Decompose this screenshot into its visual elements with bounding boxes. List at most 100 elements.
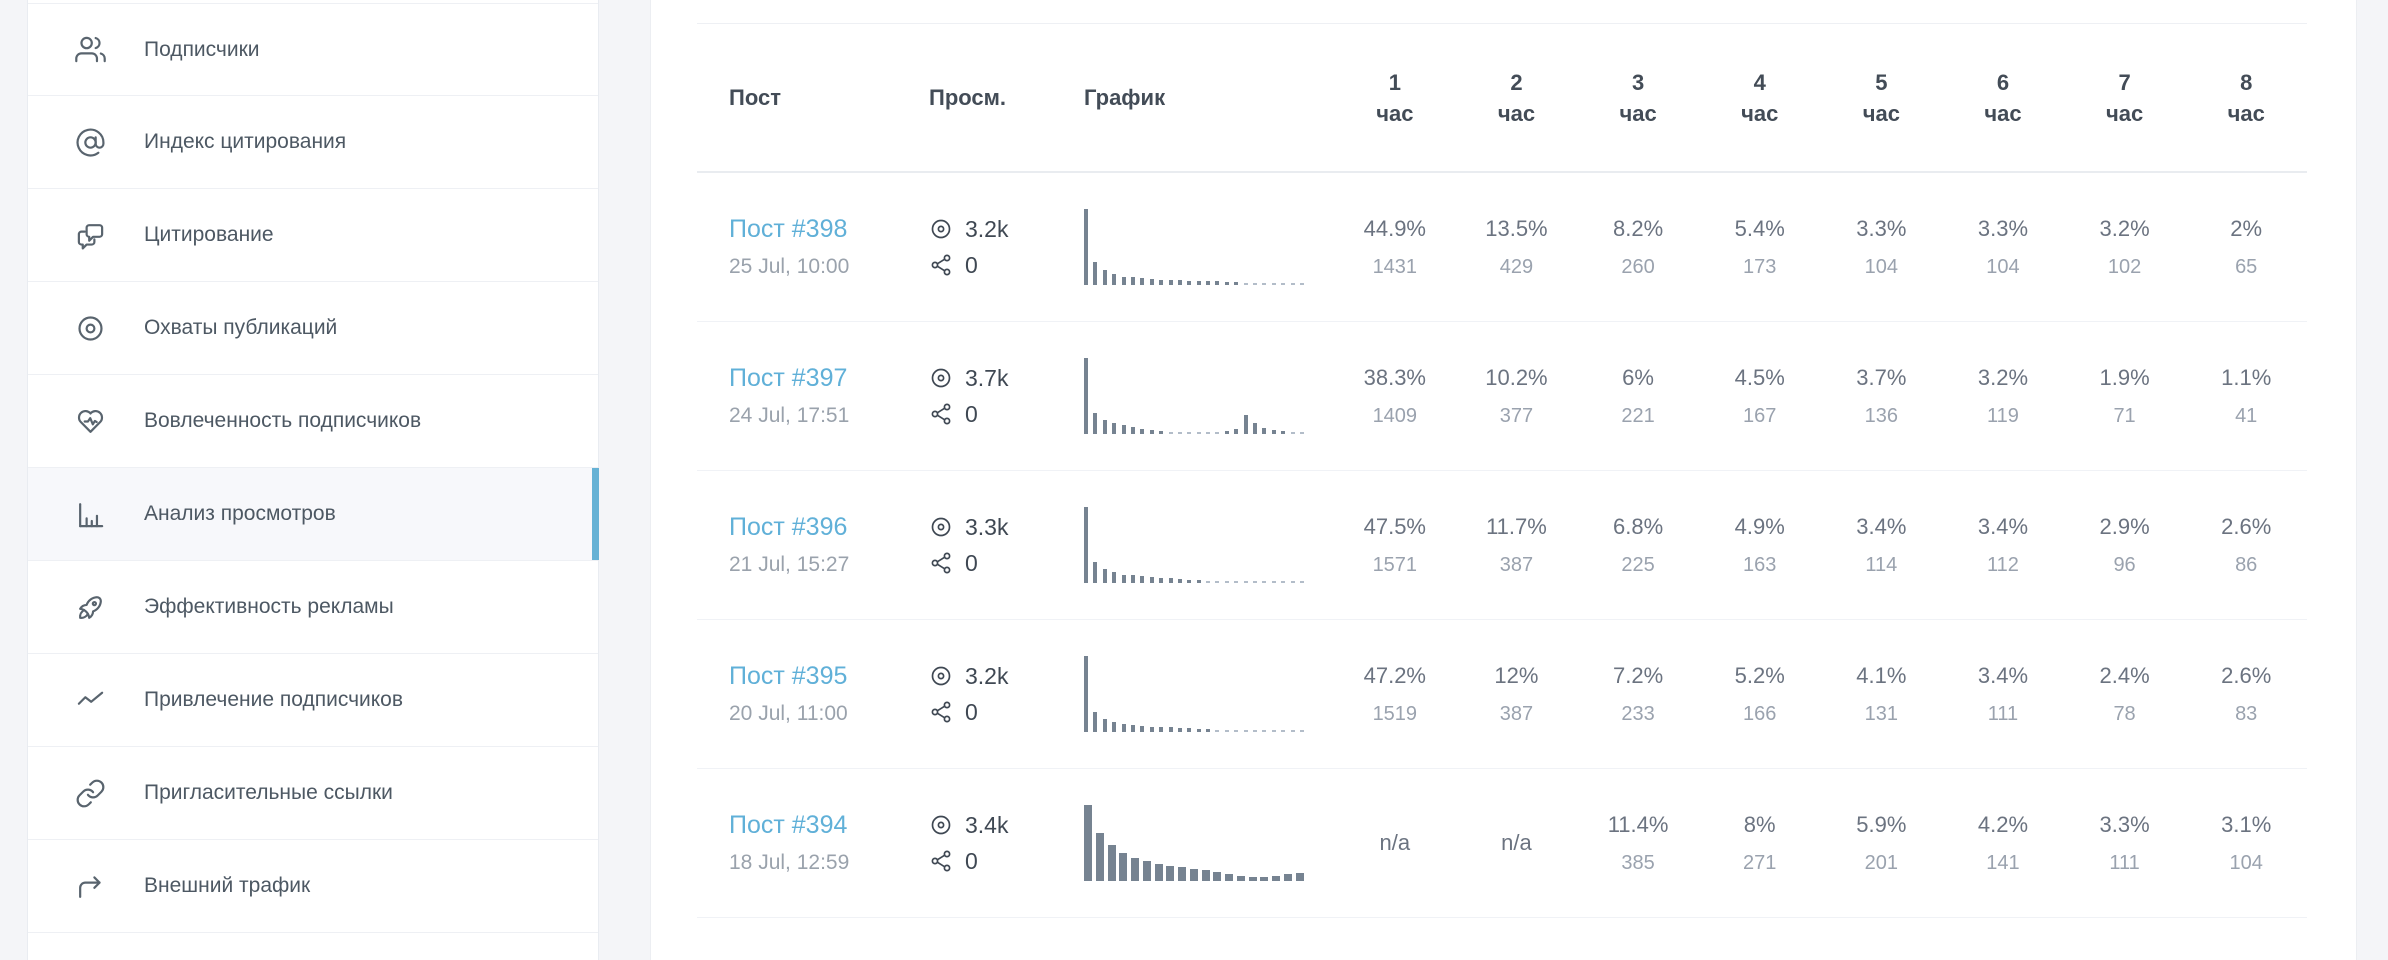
hour-percent: 2.6% xyxy=(2221,662,2272,688)
views-line: 3.2k xyxy=(929,216,1072,243)
hour-count: 387 xyxy=(1499,702,1534,725)
sidebar-item-invite-links[interactable]: Пригласительные ссылки xyxy=(28,747,598,840)
sidebar-item-subscriber-acquisition[interactable]: Привлечение подписчиков xyxy=(28,654,598,747)
share-icon xyxy=(929,253,953,277)
post-date: 24 Jul, 17:51 xyxy=(729,404,850,427)
sidebar-item-label: Привлечение подписчиков xyxy=(144,688,404,711)
post-cell: Пост #397 24 Jul, 17:51 xyxy=(697,364,917,428)
sidebar-item-citations[interactable]: Цитирование xyxy=(28,189,598,282)
hour-count: 119 xyxy=(1986,404,2019,427)
hour-count: 1571 xyxy=(1372,553,1418,576)
sidebar-item-post-reach[interactable]: Охваты публикаций xyxy=(28,282,598,375)
post-link[interactable]: Пост #396 xyxy=(729,513,848,541)
post-link[interactable]: Пост #398 xyxy=(729,215,848,243)
shares-line: 0 xyxy=(929,550,1072,577)
hour-percent: n/a xyxy=(1379,830,1411,855)
hour-percent: 4.1% xyxy=(1856,662,1907,688)
hour-percent: 2.4% xyxy=(2099,662,2150,688)
chart-cell xyxy=(1072,769,1334,917)
hour-percent: 6.8% xyxy=(1612,513,1664,539)
hour-number: 2 xyxy=(1510,69,1523,95)
hour-count: 167 xyxy=(1743,404,1777,427)
post-link[interactable]: Пост #394 xyxy=(729,811,848,839)
table-row: Пост #394 18 Jul, 12:59 3.4k xyxy=(697,769,2307,918)
sidebar-item-label: Подписчики xyxy=(144,37,260,61)
hour-percent: 8.2% xyxy=(1612,215,1664,241)
eye-icon xyxy=(929,366,953,390)
hour-stat-cell: 4.2% 141 xyxy=(1942,812,2064,875)
views-value: 3.2k xyxy=(965,215,1009,242)
post-cell: Пост #396 21 Jul, 15:27 xyxy=(697,513,917,577)
shares-value: 0 xyxy=(965,400,978,427)
sidebar-item-ad-effectiveness[interactable]: Эффективность рекламы xyxy=(28,561,598,654)
hour-count: 163 xyxy=(1743,553,1777,576)
chart-cell xyxy=(1072,620,1334,768)
mini-bar-chart xyxy=(1084,358,1304,434)
post-link[interactable]: Пост #397 xyxy=(729,364,848,392)
column-header-hour: 5 час xyxy=(1821,67,1943,129)
hour-count: 131 xyxy=(1864,702,1898,725)
mini-bar-chart xyxy=(1084,656,1304,732)
hour-percent: 5.2% xyxy=(1734,662,1785,688)
sidebar-item-label: Индекс цитирования xyxy=(144,130,347,153)
hour-count: 385 xyxy=(1621,851,1655,874)
hour-stat-cell: 11.4% 385 xyxy=(1577,812,1699,875)
hour-percent: 3.3% xyxy=(1856,215,1907,241)
shares-line: 0 xyxy=(929,401,1072,428)
target-icon xyxy=(75,313,106,344)
post-date: 21 Jul, 15:27 xyxy=(729,553,850,576)
table-header: Пост Просм. График 1 час 2 час 3 час xyxy=(697,24,2307,173)
hour-unit: час xyxy=(1619,100,1657,126)
hour-stat-cell: 47.5% 1571 xyxy=(1334,514,1456,577)
views-cell: 3.2k 0 xyxy=(917,216,1072,279)
column-header-post: Пост xyxy=(729,84,781,110)
share-icon xyxy=(929,551,953,575)
hour-count: 112 xyxy=(1986,553,2019,576)
views-cell: 3.2k 0 xyxy=(917,663,1072,726)
rocket-icon xyxy=(75,592,106,623)
hour-count: 71 xyxy=(2113,404,2136,427)
table-row: Пост #396 21 Jul, 15:27 3.3k xyxy=(697,471,2307,620)
hour-percent: 1.9% xyxy=(2099,364,2150,390)
sidebar-item-external-traffic[interactable]: Внешний трафик xyxy=(28,840,598,933)
sidebar-item-views-analysis[interactable]: Анализ просмотров xyxy=(28,468,599,561)
hour-count: 83 xyxy=(2235,702,2258,725)
views-value: 3.4k xyxy=(965,811,1009,838)
sidebar-item-label: Эффективность рекламы xyxy=(144,595,394,618)
mini-bar-chart xyxy=(1084,209,1304,285)
post-cell: Пост #398 25 Jul, 10:00 xyxy=(697,215,917,279)
post-link[interactable]: Пост #395 xyxy=(729,662,848,690)
hour-percent: 5.9% xyxy=(1856,811,1907,837)
arrow-out-icon xyxy=(75,871,106,902)
column-header-chart: График xyxy=(1084,84,1166,110)
post-date: 25 Jul, 10:00 xyxy=(729,255,850,278)
views-line: 3.3k xyxy=(929,514,1072,541)
hour-percent: 4.9% xyxy=(1734,513,1785,539)
sidebar-item-engagement[interactable]: Вовлеченность подписчиков xyxy=(28,375,598,468)
hour-stat-cell: 3.3% 104 xyxy=(1821,216,1943,279)
views-line: 3.4k xyxy=(929,812,1072,839)
hour-number: 1 xyxy=(1388,69,1401,95)
hour-percent: 7.2% xyxy=(1612,662,1664,688)
hour-percent: 3.3% xyxy=(2099,811,2150,837)
hour-unit: час xyxy=(2105,100,2144,126)
hour-percent: 38.3% xyxy=(1363,364,1426,390)
hour-count: 260 xyxy=(1621,255,1655,278)
sidebar-item-citation-index[interactable]: Индекс цитирования xyxy=(28,96,598,189)
shares-line: 0 xyxy=(929,699,1072,726)
column-header-hour: 4 час xyxy=(1699,67,1821,129)
sidebar-item-label: Охваты публикаций xyxy=(144,316,338,339)
sidebar-item-subscribers[interactable]: Подписчики xyxy=(28,3,598,96)
share-icon xyxy=(929,849,953,873)
hour-stat-cell: 6% 221 xyxy=(1577,365,1699,428)
shares-value: 0 xyxy=(965,847,978,874)
hour-percent: 3.2% xyxy=(2099,215,2150,241)
table-row: Пост #398 25 Jul, 10:00 3.2k xyxy=(697,173,2307,322)
views-cell: 3.3k 0 xyxy=(917,514,1072,577)
views-value: 3.7k xyxy=(965,364,1009,391)
chart-cell xyxy=(1072,322,1334,470)
hour-stat-cell: 5.9% 201 xyxy=(1821,812,1943,875)
post-date: 18 Jul, 12:59 xyxy=(729,851,850,874)
hour-count: 141 xyxy=(1986,851,2020,874)
hour-number: 4 xyxy=(1753,69,1766,95)
